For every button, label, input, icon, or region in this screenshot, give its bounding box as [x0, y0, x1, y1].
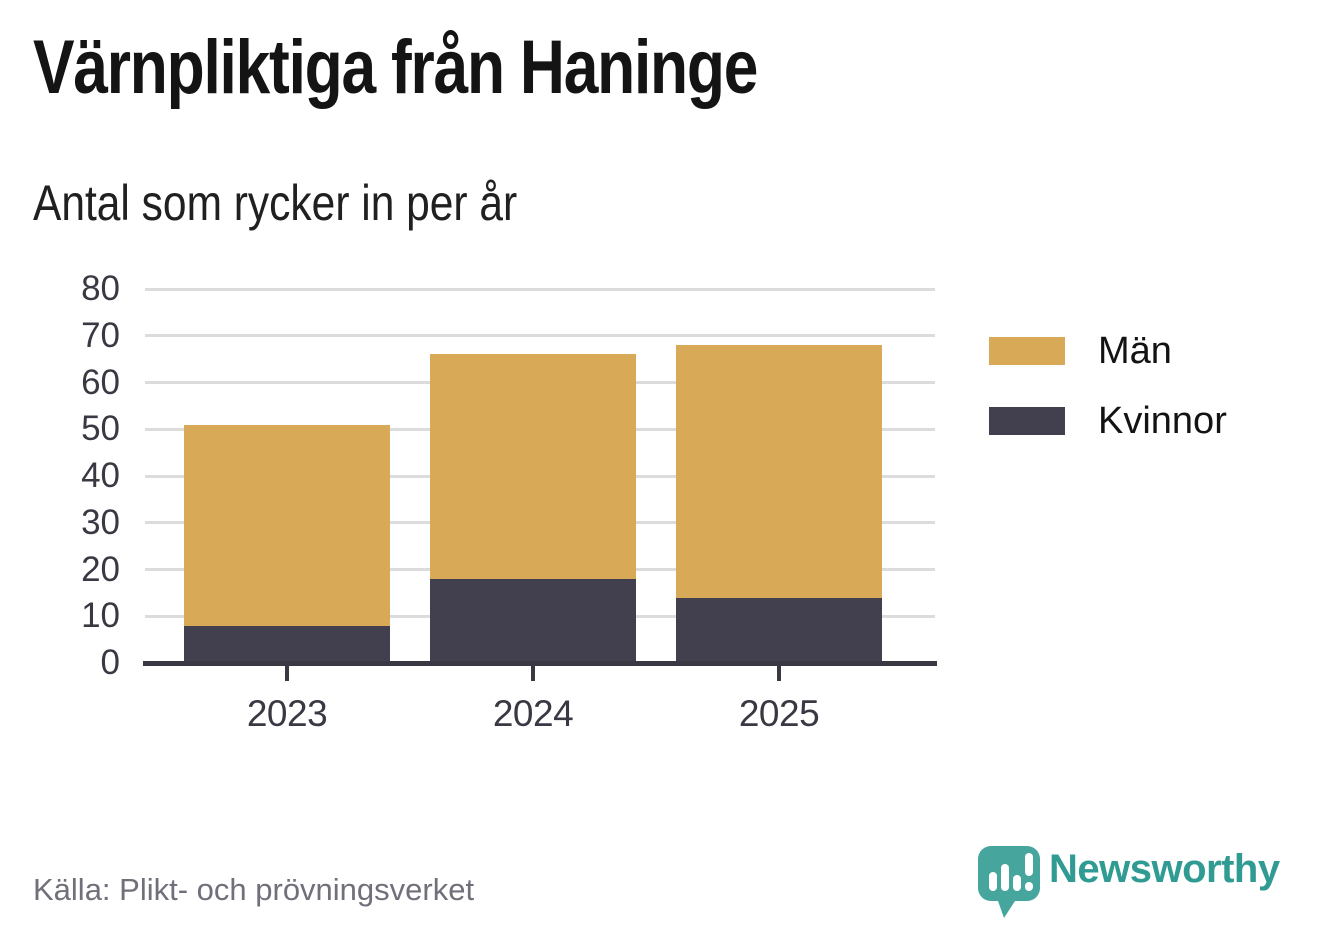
y-axis-tick-label: 60	[81, 362, 120, 402]
legend-item-kvinnor: Kvinnor	[989, 400, 1227, 442]
x-axis-tick-2023	[285, 666, 289, 681]
x-axis-label-2023: 2023	[246, 693, 328, 734]
legend-label-kvinnor: Kvinnor	[1098, 400, 1227, 442]
gridline-70	[145, 334, 935, 338]
x-axis-tick-2024	[531, 666, 535, 681]
x-axis-label-2025: 2025	[738, 693, 820, 734]
bar-segment-kvinnor-2025	[676, 597, 882, 663]
y-axis-tick-label: 80	[81, 269, 120, 308]
newsworthy-logo-icon	[978, 846, 1040, 918]
y-axis-tick-label: 30	[81, 502, 120, 542]
legend-swatch-man	[989, 337, 1065, 365]
brand: Newsworthy	[977, 845, 1280, 919]
y-axis-tick-label: 0	[100, 643, 120, 682]
x-axis-line	[143, 661, 937, 666]
legend-label-man: Män	[1098, 330, 1172, 372]
legend-swatch-kvinnor	[989, 407, 1065, 435]
chart-subtitle: Antal som rycker in per år	[33, 175, 518, 231]
chart-title: Värnpliktiga från Haninge	[33, 25, 758, 110]
bar-segment-män-2024	[430, 354, 636, 579]
y-axis-tick-label: 10	[81, 596, 120, 636]
legend: Män Kvinnor	[989, 330, 1227, 470]
x-axis-label-2024: 2024	[492, 693, 574, 734]
brand-wordmark: Newsworthy	[1049, 847, 1280, 891]
source-text: Källa: Plikt- och prövningsverket	[33, 872, 475, 907]
y-axis-tick-label: 20	[81, 549, 120, 589]
bar-segment-män-2025	[676, 345, 882, 598]
y-axis-tick-label: 70	[81, 315, 120, 355]
legend-item-man: Män	[989, 330, 1227, 372]
x-axis-tick-2025	[777, 666, 781, 681]
gridline-80	[145, 287, 935, 291]
y-axis-tick-label: 50	[81, 409, 120, 449]
bar-segment-kvinnor-2023	[184, 625, 390, 663]
bar-segment-kvinnor-2024	[430, 578, 636, 663]
bar-segment-män-2023	[184, 424, 390, 626]
y-axis-tick-label: 40	[81, 456, 120, 495]
